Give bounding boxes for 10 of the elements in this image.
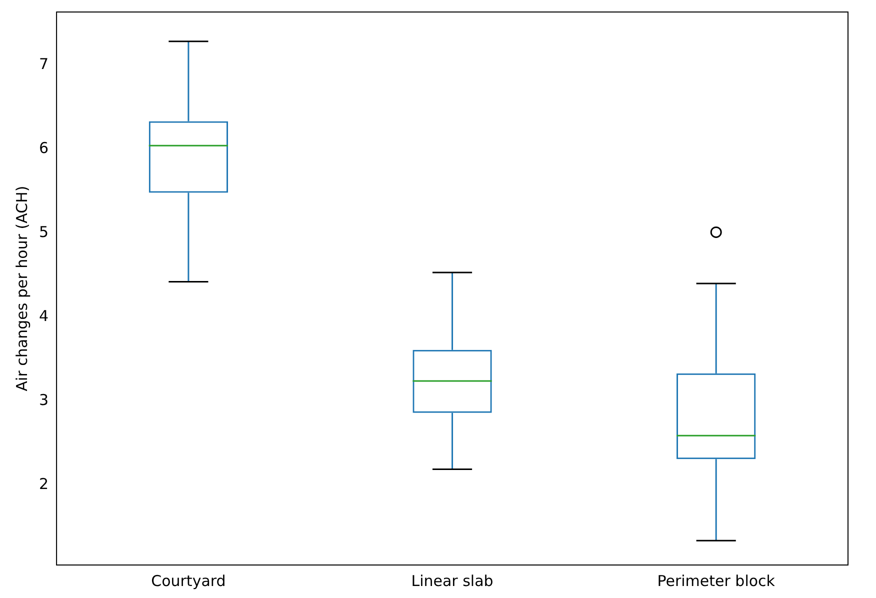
- y-axis-title: Air changes per hour (ACH): [12, 186, 31, 392]
- y-tick-label: 3: [38, 391, 49, 410]
- x-tick-label: Linear slab: [411, 572, 494, 590]
- x-tick-label: Courtyard: [151, 572, 226, 590]
- y-tick-label: 7: [38, 54, 49, 73]
- y-tick-label: 5: [38, 222, 49, 241]
- y-tick-label: 6: [38, 138, 49, 157]
- y-tick-label: 4: [38, 306, 49, 325]
- y-tick-label: 2: [38, 475, 49, 494]
- x-tick-label: Perimeter block: [657, 572, 776, 590]
